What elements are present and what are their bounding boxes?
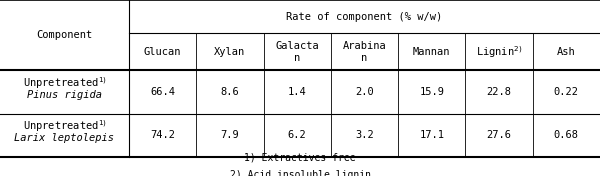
Text: 2) Acid insoluble lignin: 2) Acid insoluble lignin: [229, 170, 371, 176]
Text: 0.68: 0.68: [554, 130, 579, 140]
Text: Arabina
n: Arabina n: [343, 41, 386, 63]
Text: 3.2: 3.2: [355, 130, 374, 140]
Text: Galacta
n: Galacta n: [275, 41, 319, 63]
Text: 27.6: 27.6: [487, 130, 512, 140]
Text: Glucan: Glucan: [144, 47, 181, 57]
Text: Component: Component: [37, 30, 92, 40]
Text: Unpretreated$^{1)}$: Unpretreated$^{1)}$: [23, 118, 106, 134]
Text: 1) Extractives free: 1) Extractives free: [244, 153, 356, 162]
Text: Unpretreated$^{1)}$: Unpretreated$^{1)}$: [23, 75, 106, 91]
Text: Pinus rigida: Pinus rigida: [27, 90, 102, 100]
Text: Xylan: Xylan: [214, 47, 245, 57]
Text: 22.8: 22.8: [487, 87, 512, 97]
Text: Mannan: Mannan: [413, 47, 451, 57]
Text: 74.2: 74.2: [150, 130, 175, 140]
Text: 7.9: 7.9: [221, 130, 239, 140]
Text: 66.4: 66.4: [150, 87, 175, 97]
Text: Rate of component (% w/w): Rate of component (% w/w): [286, 12, 443, 22]
Text: Lignin$^{2)}$: Lignin$^{2)}$: [476, 44, 522, 60]
Text: 2.0: 2.0: [355, 87, 374, 97]
Text: 0.22: 0.22: [554, 87, 579, 97]
Text: 1.4: 1.4: [288, 87, 307, 97]
Text: 6.2: 6.2: [288, 130, 307, 140]
Text: 17.1: 17.1: [419, 130, 444, 140]
Text: 8.6: 8.6: [221, 87, 239, 97]
Text: Larix leptolepis: Larix leptolepis: [14, 133, 115, 143]
Text: 15.9: 15.9: [419, 87, 444, 97]
Text: Ash: Ash: [557, 47, 576, 57]
